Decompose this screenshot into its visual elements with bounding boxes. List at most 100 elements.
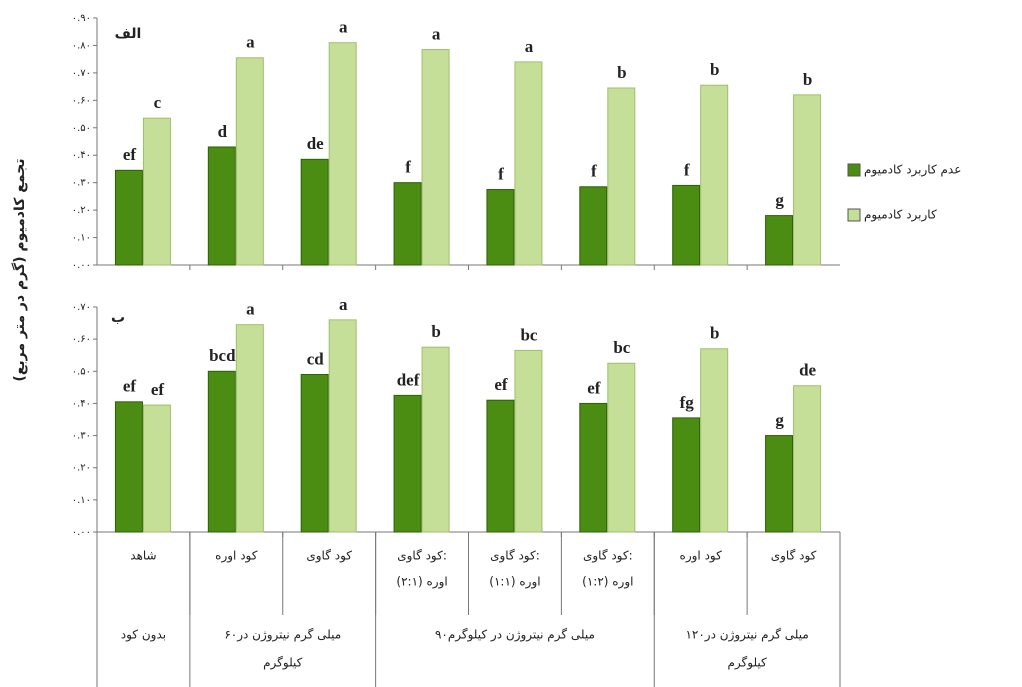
bar xyxy=(300,158,329,266)
bar xyxy=(207,370,236,533)
bar xyxy=(765,435,794,533)
y-tick-label: ۰.۰۰ xyxy=(72,260,91,271)
bar xyxy=(765,215,794,266)
bar xyxy=(700,84,729,266)
category-label: کود گاوی: xyxy=(397,549,447,564)
bar-letter: bcd xyxy=(209,346,236,365)
bar xyxy=(486,399,515,533)
y-tick-label: ۰.۳۰ xyxy=(72,431,91,442)
group-label: ۱۲۰میلی گرم نیتروژن در xyxy=(685,628,808,643)
bar-letter: ef xyxy=(151,380,165,399)
bar-letter: c xyxy=(154,93,162,112)
bar-letter: b xyxy=(431,322,440,341)
bar-letter: fg xyxy=(680,393,695,412)
bar-letter: a xyxy=(339,18,348,37)
bar xyxy=(235,324,264,533)
bar-letter: ef xyxy=(587,378,601,397)
panel-title: ب xyxy=(111,310,125,326)
category-label: کود گاوی: xyxy=(583,549,633,564)
y-tick-label: ۰.۹۰ xyxy=(72,13,91,24)
group-label: کیلوگرم xyxy=(727,656,767,671)
bar-letter: def xyxy=(397,370,420,389)
group-label: ۹۰میلی گرم نیتروژن در کیلوگرم xyxy=(435,628,595,643)
y-tick-label: ۰.۶۰ xyxy=(72,334,91,345)
bar xyxy=(114,169,143,266)
category-label: کود گاوی xyxy=(306,549,352,564)
bar xyxy=(607,87,636,266)
bar xyxy=(672,417,701,533)
bar-letter: a xyxy=(525,37,534,56)
bar xyxy=(235,57,264,266)
bar-letter: a xyxy=(246,300,255,319)
bar xyxy=(142,404,171,533)
bar-letter: d xyxy=(218,122,228,141)
legend-label: عدم کاربرد کادمیوم xyxy=(864,163,961,178)
y-tick-label: ۰.۴۰ xyxy=(72,150,91,161)
bar-letter: a xyxy=(246,33,255,52)
category-label: شاهد xyxy=(130,549,156,563)
bar-letter: ef xyxy=(123,145,137,164)
bar-letter: f xyxy=(684,160,690,179)
bar xyxy=(328,319,357,533)
y-tick-label: ۰.۷۰ xyxy=(72,302,91,313)
bar-letter: g xyxy=(775,191,784,210)
y-axis-label: تجمع کادمیوم (گرم در متر مربع) xyxy=(11,158,28,381)
y-tick-label: ۰.۱۰ xyxy=(72,495,91,506)
bar xyxy=(672,184,701,266)
bar xyxy=(700,348,729,533)
y-tick-label: ۰.۴۰ xyxy=(72,398,91,409)
bar-letter: bc xyxy=(520,325,537,344)
bar-letter: b xyxy=(710,324,719,343)
bar-letter: b xyxy=(803,70,812,89)
group-label: بدون کود xyxy=(121,628,166,643)
bar-letter: de xyxy=(799,361,816,380)
bar-letter: f xyxy=(405,158,411,177)
y-tick-label: ۰.۵۰ xyxy=(72,123,91,134)
group-label: ۶۰میلی گرم نیتروژن در xyxy=(224,628,341,643)
y-tick-label: ۰.۳۰ xyxy=(72,178,91,189)
bar-letter: a xyxy=(432,24,441,43)
bar xyxy=(514,349,543,533)
legend-swatch xyxy=(847,208,861,222)
category-label: اوره (۱:۱) xyxy=(489,575,540,590)
category-label: اوره (۲:۱) xyxy=(396,575,447,590)
bar xyxy=(142,117,171,266)
bar-letter: bc xyxy=(613,338,630,357)
bar xyxy=(393,182,422,266)
bar-letter: ef xyxy=(494,375,508,394)
bar xyxy=(793,385,822,533)
y-tick-label: ۰.۱۰ xyxy=(72,233,91,244)
category-label: کود اوره xyxy=(215,549,258,564)
bar-letter: de xyxy=(307,134,324,153)
y-tick-label: ۰.۸۰ xyxy=(72,40,91,51)
bar xyxy=(300,374,329,533)
bar-letter: a xyxy=(339,295,348,314)
category-label: کود گاوی xyxy=(771,549,817,564)
bar xyxy=(207,146,236,266)
bar xyxy=(393,394,422,533)
bar-letter: f xyxy=(591,162,597,181)
bar xyxy=(579,402,608,533)
bar xyxy=(421,346,450,533)
bar-letter: ef xyxy=(123,377,137,396)
panel-title: الف xyxy=(115,26,142,42)
category-label: کود اوره xyxy=(680,549,723,564)
legend-swatch xyxy=(847,163,861,177)
bar-letter: g xyxy=(775,410,784,429)
bar-letter: b xyxy=(710,60,719,79)
bar xyxy=(514,61,543,266)
y-tick-label: ۰.۰۰ xyxy=(72,527,91,538)
bar-letter: cd xyxy=(307,349,325,368)
y-tick-label: ۰.۷۰ xyxy=(72,68,91,79)
bar xyxy=(486,189,515,266)
y-tick-label: ۰.۵۰ xyxy=(72,366,91,377)
y-tick-label: ۰.۲۰ xyxy=(72,463,91,474)
legend-label: کاربرد کادمیوم xyxy=(864,208,937,223)
bar-letter: b xyxy=(617,63,626,82)
y-tick-label: ۰.۶۰ xyxy=(72,95,91,106)
bar xyxy=(793,94,822,266)
y-tick-label: ۰.۲۰ xyxy=(72,205,91,216)
group-label: کیلوگرم xyxy=(263,656,303,671)
category-label: کود گاوی: xyxy=(490,549,540,564)
